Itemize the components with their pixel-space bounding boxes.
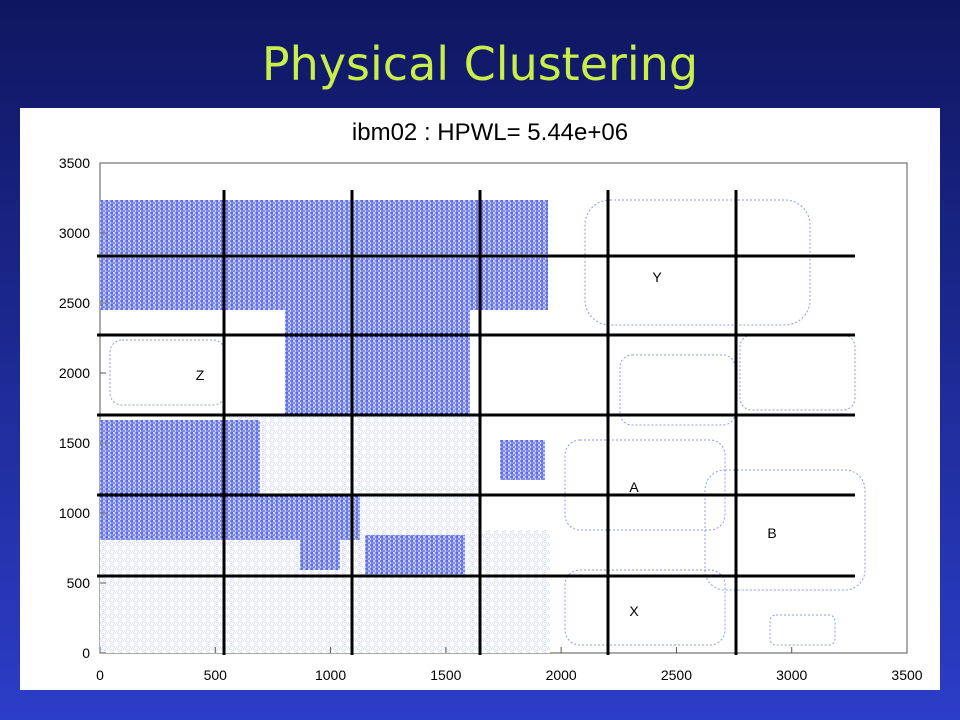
plot-title: ibm02 : HPWL= 5.44e+06 bbox=[352, 119, 628, 146]
x-tick-label: 3500 bbox=[891, 667, 922, 683]
region-label: Y bbox=[652, 269, 662, 285]
y-tick-label: 1000 bbox=[59, 505, 90, 521]
region-label: A bbox=[629, 479, 639, 495]
x-tick-label: 2500 bbox=[661, 667, 692, 683]
x-tick-label: 1000 bbox=[315, 667, 346, 683]
y-tick-label: 500 bbox=[67, 575, 91, 591]
y-tick-label: 1500 bbox=[59, 435, 90, 451]
y-tick-label: 3500 bbox=[59, 155, 90, 171]
x-tick-label: 3000 bbox=[776, 667, 807, 683]
x-tick-label: 500 bbox=[204, 667, 228, 683]
region-labels: Y Z A B X bbox=[196, 269, 777, 619]
y-tick-label: 0 bbox=[82, 645, 90, 661]
region-label: Z bbox=[196, 367, 205, 383]
y-tick-label: 3000 bbox=[59, 225, 90, 241]
region-label: B bbox=[767, 525, 776, 541]
y-tick-label: 2000 bbox=[59, 365, 90, 381]
region-label: X bbox=[629, 603, 639, 619]
cluster-grid bbox=[97, 190, 855, 655]
slide-title: Physical Clustering bbox=[262, 37, 698, 91]
placement bbox=[100, 199, 866, 653]
x-tick-label: 2000 bbox=[546, 667, 577, 683]
x-tick-label: 1500 bbox=[430, 667, 461, 683]
x-tick-label: 0 bbox=[96, 667, 104, 683]
axis-ticks: 0 500 1000 1500 2000 2500 3000 3500 0 500 1000 1500… bbox=[59, 155, 923, 683]
y-tick-label: 2500 bbox=[59, 295, 90, 311]
